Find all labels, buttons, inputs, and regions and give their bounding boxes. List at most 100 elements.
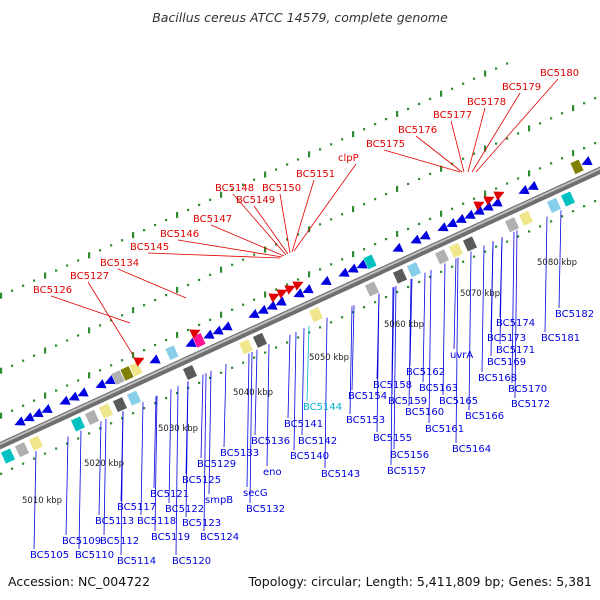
scale-tick xyxy=(286,163,288,165)
label-leader-line xyxy=(176,386,178,555)
scale-tick xyxy=(110,244,112,246)
gene-label: BC5123 xyxy=(182,518,221,529)
reverse-gene-arrow xyxy=(435,222,448,235)
gene-block-shape xyxy=(463,236,477,251)
gene-block-shape xyxy=(570,160,583,175)
gene-label: BC5148 xyxy=(215,183,254,194)
scale-tick xyxy=(429,173,431,175)
scale-tick xyxy=(231,309,233,311)
scale-tick xyxy=(0,413,2,419)
scale-tick xyxy=(198,324,200,326)
scale-tick xyxy=(506,182,508,184)
scale-tick xyxy=(187,329,189,331)
accession-text: Accession: NC_004722 xyxy=(8,574,150,589)
scale-tick xyxy=(374,243,376,245)
scale-tick xyxy=(143,349,145,351)
scale-tick xyxy=(583,147,585,149)
gene-label: BC5122 xyxy=(165,504,204,515)
scale-tick xyxy=(66,339,68,341)
scale-tick xyxy=(308,271,310,277)
scale-tick xyxy=(0,293,2,299)
scale-tick xyxy=(572,150,574,156)
genome-map-canvas: Bacillus cereus ATCC 14579, complete gen… xyxy=(0,0,600,600)
gene-block-shape xyxy=(183,365,197,380)
scale-tick xyxy=(385,238,387,240)
scale-tick xyxy=(33,458,35,460)
scale-tick xyxy=(286,283,288,285)
gene-label: BC5157 xyxy=(387,466,426,477)
gene-label: BC5144 xyxy=(303,402,342,413)
gene-label: BC5146 xyxy=(160,229,199,240)
scale-tick xyxy=(264,352,266,354)
gene-block xyxy=(519,211,533,226)
gene-label: BC5129 xyxy=(197,459,236,470)
gene-label: BC5112 xyxy=(100,536,139,547)
label-leader-line xyxy=(201,375,203,458)
gene-label: BC5121 xyxy=(150,489,189,500)
scale-tick xyxy=(319,326,321,328)
gene-label: BC5118 xyxy=(137,516,176,527)
scale-tick xyxy=(154,224,156,226)
scale-tick xyxy=(374,301,376,303)
scale-tick xyxy=(55,344,57,346)
scale-tick xyxy=(77,259,79,261)
scale-tick xyxy=(484,71,486,77)
gene-block xyxy=(165,345,178,360)
label-leader-line xyxy=(204,373,206,531)
gene-label: BC5140 xyxy=(290,451,329,462)
label-leader-line xyxy=(88,282,133,355)
scale-tick xyxy=(407,286,409,288)
scale-tick xyxy=(297,278,299,280)
reverse-gene-arrow-shape xyxy=(93,379,106,392)
gene-block-shape xyxy=(15,442,29,457)
label-leader-line xyxy=(429,270,431,423)
scale-tick xyxy=(33,400,35,402)
reverse-gene-arrow-shape xyxy=(246,309,259,322)
scale-tick xyxy=(11,365,13,367)
scale-tick xyxy=(44,393,46,399)
scale-tick xyxy=(407,108,409,110)
scale-tick xyxy=(44,273,46,279)
gene-label: BC5177 xyxy=(433,110,472,121)
gene-label: BC5179 xyxy=(502,82,541,93)
gene-label: BC5125 xyxy=(182,475,221,486)
scale-tick xyxy=(341,316,343,318)
scale-tick xyxy=(209,199,211,201)
scale-tick xyxy=(22,405,24,407)
gene-label: BC5127 xyxy=(70,271,109,282)
scale-tick xyxy=(495,245,497,247)
label-leader-line xyxy=(482,246,484,372)
gene-label: BC5159 xyxy=(388,396,427,407)
gene-block xyxy=(561,191,575,206)
label-leader-line xyxy=(288,335,290,418)
scale-tick xyxy=(550,220,552,222)
gene-label: BC5154 xyxy=(348,391,387,402)
scale-tick xyxy=(66,264,68,266)
gene-block-shape xyxy=(71,416,85,431)
scale-tick xyxy=(495,187,497,189)
scale-tick xyxy=(572,105,574,111)
scale-tick xyxy=(363,128,365,130)
reverse-gene-arrow xyxy=(147,354,160,367)
scale-tick xyxy=(253,357,255,359)
gene-block-shape xyxy=(435,249,449,264)
scale-tick xyxy=(440,91,442,97)
gene-block-shape xyxy=(99,404,113,419)
scale-tick xyxy=(418,223,420,225)
gene-label: BC5114 xyxy=(117,556,156,567)
reverse-gene-arrow-shape xyxy=(147,354,160,367)
label-leader-line xyxy=(469,252,471,410)
scale-tick xyxy=(44,348,46,354)
gene-label: BC5182 xyxy=(555,309,594,320)
scale-tick xyxy=(583,102,585,104)
scale-tick xyxy=(539,225,541,227)
scale-tick xyxy=(88,252,90,258)
reverse-gene-arrow-shape xyxy=(516,185,529,198)
reverse-gene-arrow-shape xyxy=(336,268,349,281)
reverse-gene-arrow xyxy=(57,396,70,409)
gene-label: BC5117 xyxy=(117,502,156,513)
scale-tick xyxy=(363,306,365,308)
scale-tick xyxy=(407,228,409,230)
scale-tick xyxy=(121,239,123,241)
gene-label: BC5124 xyxy=(200,532,239,543)
